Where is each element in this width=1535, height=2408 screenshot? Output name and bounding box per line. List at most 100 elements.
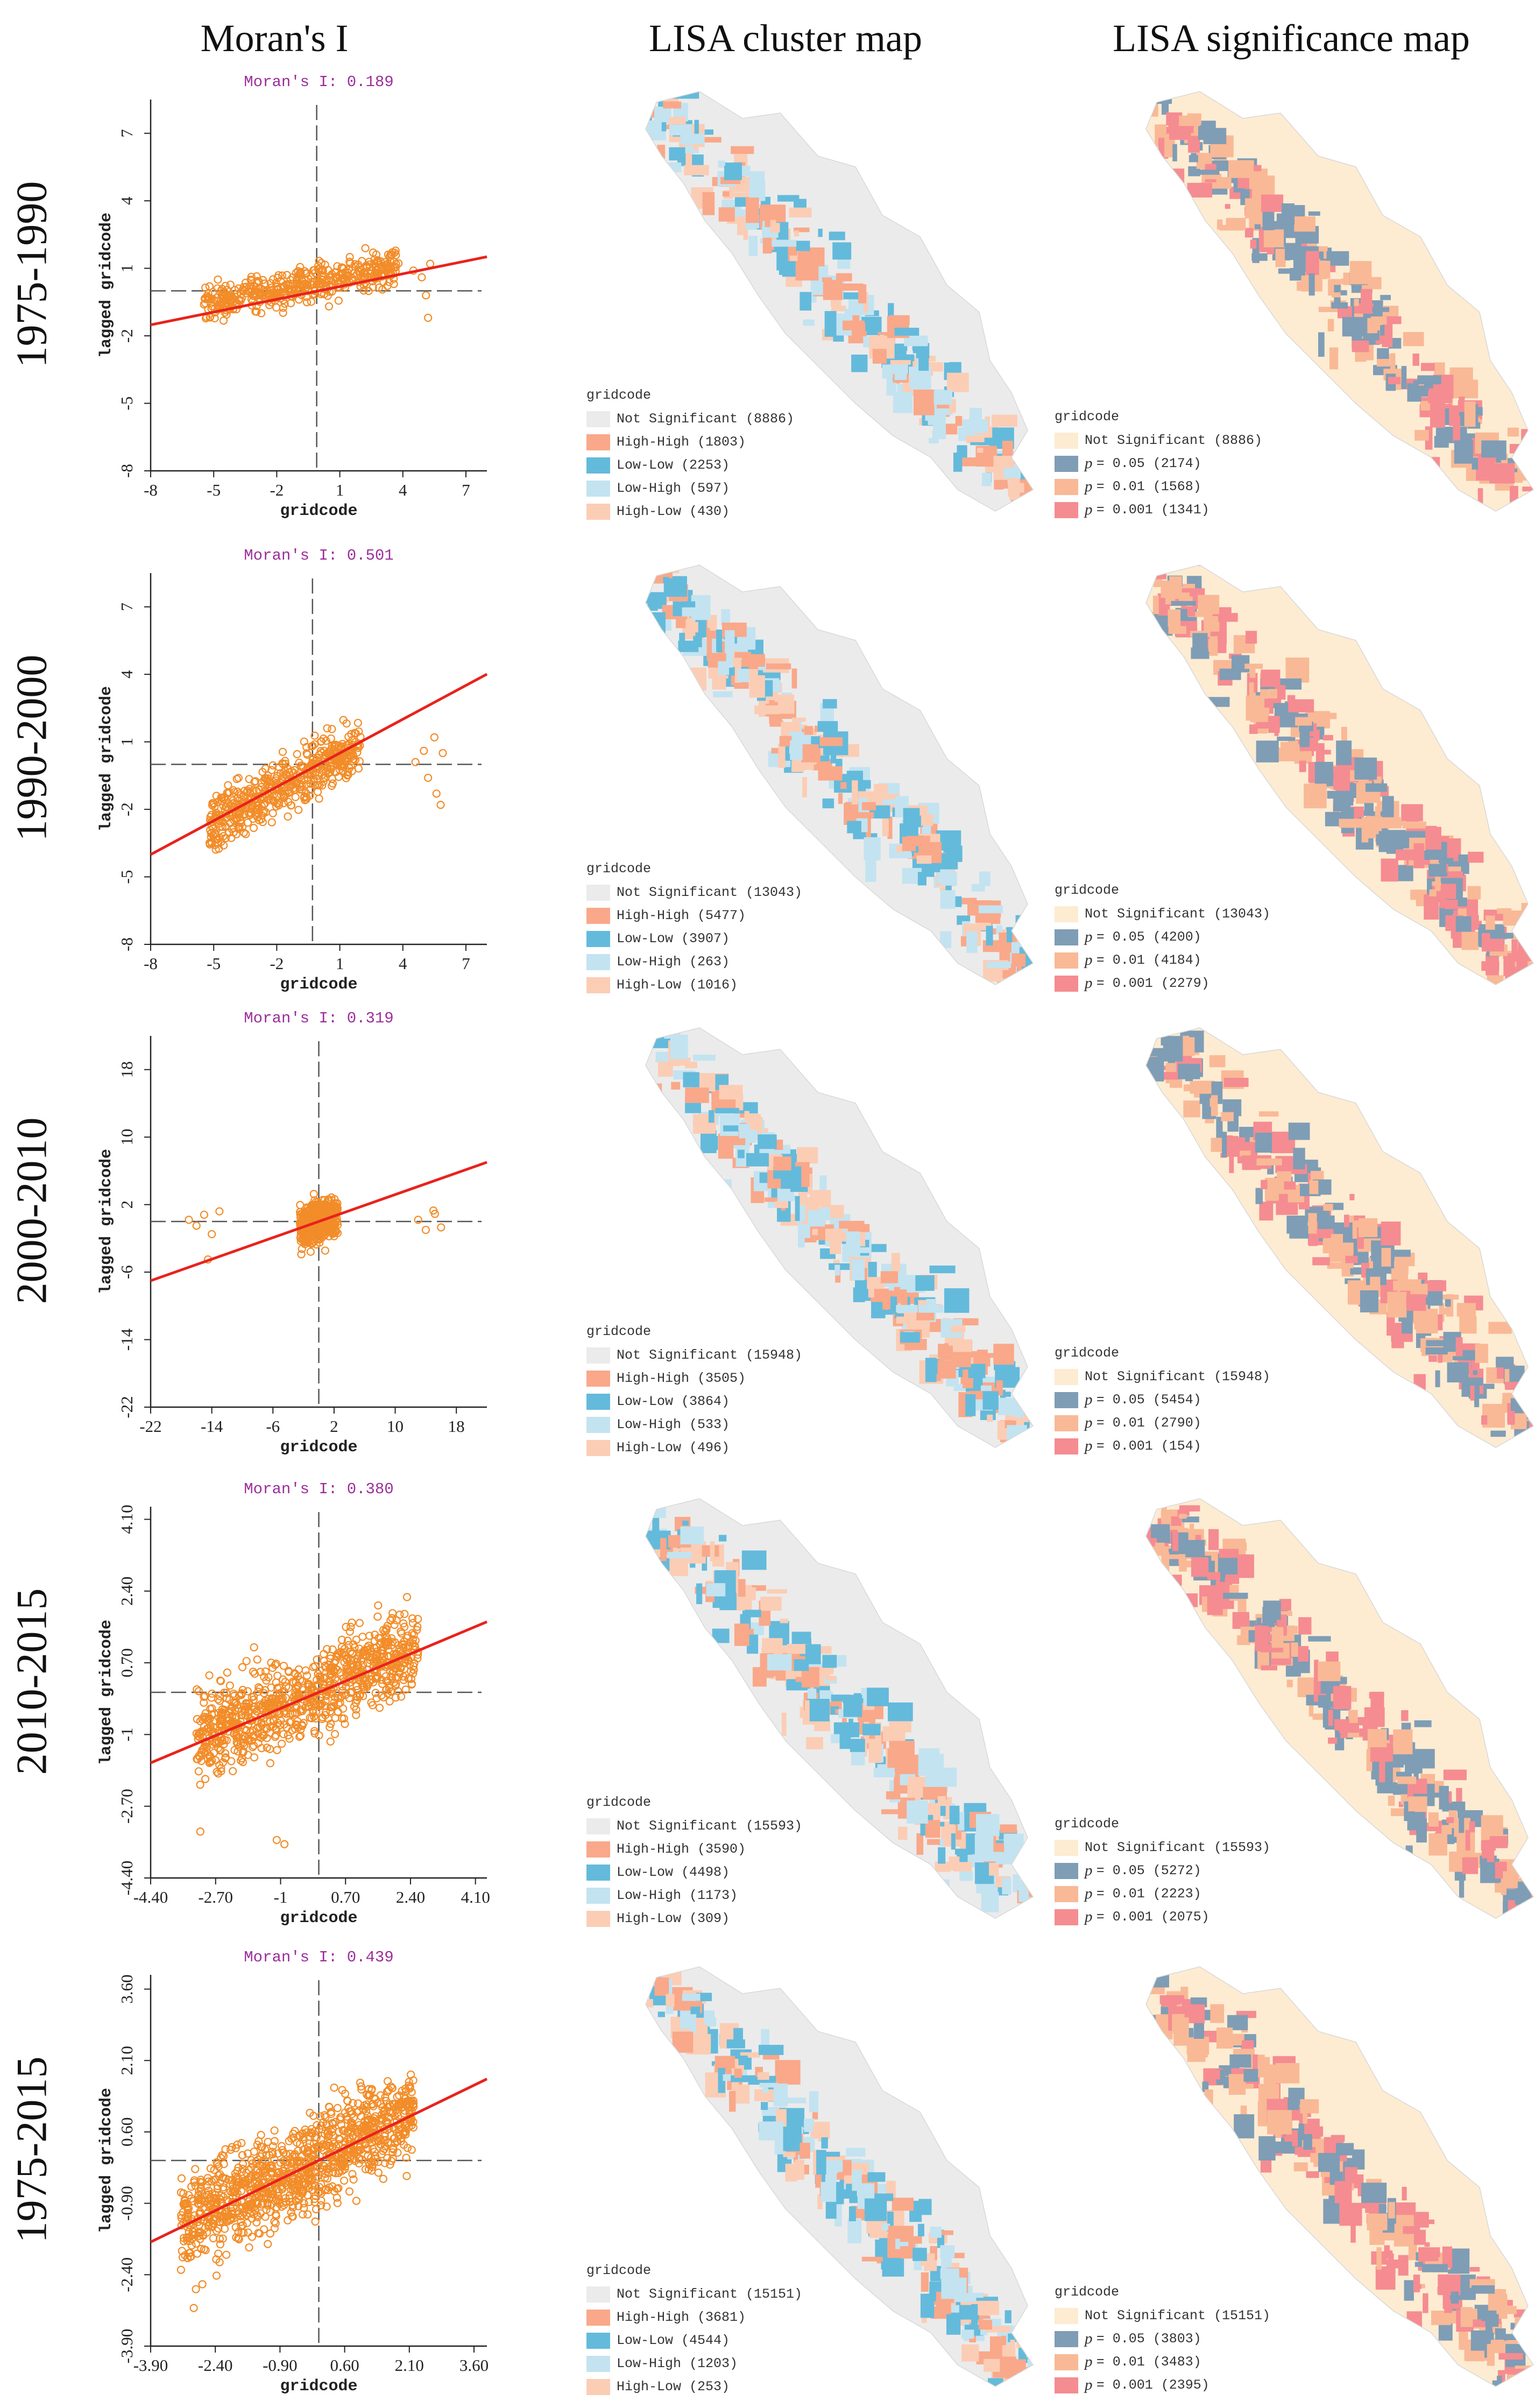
map-patch bbox=[1387, 1292, 1406, 1318]
map-patch bbox=[1508, 428, 1519, 437]
map-patch bbox=[1509, 977, 1517, 1001]
legend-label: Low-Low (3907) bbox=[617, 931, 730, 947]
map-patch bbox=[1208, 1529, 1219, 1550]
map-patch bbox=[1015, 1908, 1027, 1924]
cluster-legend-item: Low-High (597) bbox=[586, 477, 794, 500]
map-patch bbox=[1192, 633, 1207, 652]
map-patch bbox=[927, 1839, 940, 1845]
map-patch bbox=[908, 1777, 926, 1798]
map-patch bbox=[836, 273, 852, 281]
map-patch bbox=[1249, 724, 1258, 734]
legend-swatch bbox=[1055, 1415, 1078, 1431]
scatter-point bbox=[216, 1208, 223, 1215]
map-patch bbox=[739, 1130, 757, 1139]
x-tick-label: -2.70 bbox=[198, 1888, 233, 1906]
map-patch bbox=[1244, 663, 1263, 669]
map-patch bbox=[992, 415, 1017, 427]
map-patch bbox=[1517, 930, 1526, 941]
scatter-point bbox=[380, 1694, 387, 1701]
map-patch bbox=[1518, 936, 1533, 962]
scatter-point bbox=[186, 1216, 193, 1223]
map-patch bbox=[1007, 927, 1013, 942]
map-patch bbox=[1413, 354, 1419, 366]
map-patch bbox=[1426, 1347, 1448, 1354]
map-patch bbox=[1172, 144, 1177, 161]
map-patch bbox=[789, 208, 812, 217]
map-patch bbox=[1344, 1214, 1349, 1227]
map-patch bbox=[772, 1646, 788, 1653]
legend-label: Low-High (533) bbox=[617, 1417, 730, 1432]
map-patch bbox=[823, 799, 834, 808]
map-patch bbox=[1406, 1294, 1426, 1311]
map-patch bbox=[1250, 669, 1256, 678]
map-patch bbox=[1508, 1411, 1515, 1425]
map-patch bbox=[918, 872, 926, 885]
p-symbol: p bbox=[1085, 455, 1097, 472]
map-patch bbox=[774, 1156, 791, 1170]
map-patch bbox=[662, 122, 667, 131]
map-patch bbox=[1220, 669, 1241, 680]
map-patch bbox=[1185, 1540, 1205, 1557]
scatter-point bbox=[239, 1664, 246, 1671]
scatter-point bbox=[202, 1776, 209, 1783]
scatter-point bbox=[281, 1841, 288, 1848]
y-axis-label: lagged gridcode bbox=[97, 213, 116, 358]
map-patch bbox=[862, 802, 876, 810]
map-patch bbox=[1331, 302, 1348, 308]
map-patch bbox=[1228, 160, 1254, 178]
map-patch bbox=[663, 577, 669, 582]
map-patch bbox=[1182, 1037, 1195, 1056]
map-patch bbox=[1024, 1396, 1047, 1417]
header-lisa-cluster-map: LISA cluster map bbox=[543, 16, 1028, 61]
map-patch bbox=[1189, 155, 1198, 162]
map-patch bbox=[953, 453, 962, 472]
scatter-point bbox=[427, 260, 434, 267]
map-patch bbox=[1414, 1284, 1428, 1295]
y-axis-label: lagged gridcode bbox=[97, 1620, 116, 1765]
map-patch bbox=[713, 691, 732, 697]
legend-swatch bbox=[1055, 502, 1078, 518]
map-patch bbox=[975, 1834, 994, 1855]
map-patch bbox=[1475, 1344, 1488, 1362]
map-patch bbox=[938, 1360, 956, 1379]
y-axis-label: lagged gridcode bbox=[97, 2088, 116, 2233]
map-patch bbox=[1323, 735, 1333, 740]
map-patch bbox=[1151, 1524, 1170, 1538]
map-patch bbox=[1341, 290, 1347, 295]
map-patch bbox=[624, 117, 628, 129]
map-patch bbox=[1014, 513, 1038, 538]
map-patch bbox=[820, 737, 843, 746]
map-patch bbox=[1413, 1749, 1434, 1768]
map-patch bbox=[986, 962, 1010, 968]
cluster-legend-item: Low-High (533) bbox=[586, 1413, 802, 1436]
y-tick-label: -5 bbox=[117, 870, 136, 884]
map-patch bbox=[1487, 976, 1504, 985]
map-patch bbox=[1496, 1357, 1513, 1367]
map-patch bbox=[983, 1391, 999, 1409]
map-patch bbox=[1197, 170, 1219, 174]
map-patch bbox=[1315, 762, 1333, 786]
y-tick-label: -1 bbox=[117, 1727, 136, 1741]
map-patch bbox=[782, 261, 798, 277]
map-patch bbox=[1257, 1618, 1262, 1625]
map-patch bbox=[1268, 716, 1280, 733]
scatter-point bbox=[376, 1704, 383, 1711]
legend-title: gridcode bbox=[586, 387, 794, 403]
map-patch bbox=[914, 390, 935, 415]
legend-swatch bbox=[1055, 976, 1078, 992]
map-patch bbox=[737, 216, 746, 235]
map-patch bbox=[1036, 504, 1051, 513]
map-patch bbox=[1153, 1020, 1165, 1033]
significance-legend-item: p = 0.001 (154) bbox=[1055, 1435, 1270, 1458]
map-patch bbox=[1446, 1817, 1454, 1823]
map-patch bbox=[633, 1477, 637, 1500]
scatter-point bbox=[206, 1672, 213, 1679]
significance-legend-item: p = 0.05 (5454) bbox=[1055, 1388, 1270, 1411]
map-patch bbox=[1183, 1100, 1200, 1117]
map-patch bbox=[1530, 916, 1535, 933]
map-patch bbox=[986, 926, 993, 946]
scatter-point bbox=[307, 1248, 314, 1255]
map-patch bbox=[818, 766, 843, 781]
